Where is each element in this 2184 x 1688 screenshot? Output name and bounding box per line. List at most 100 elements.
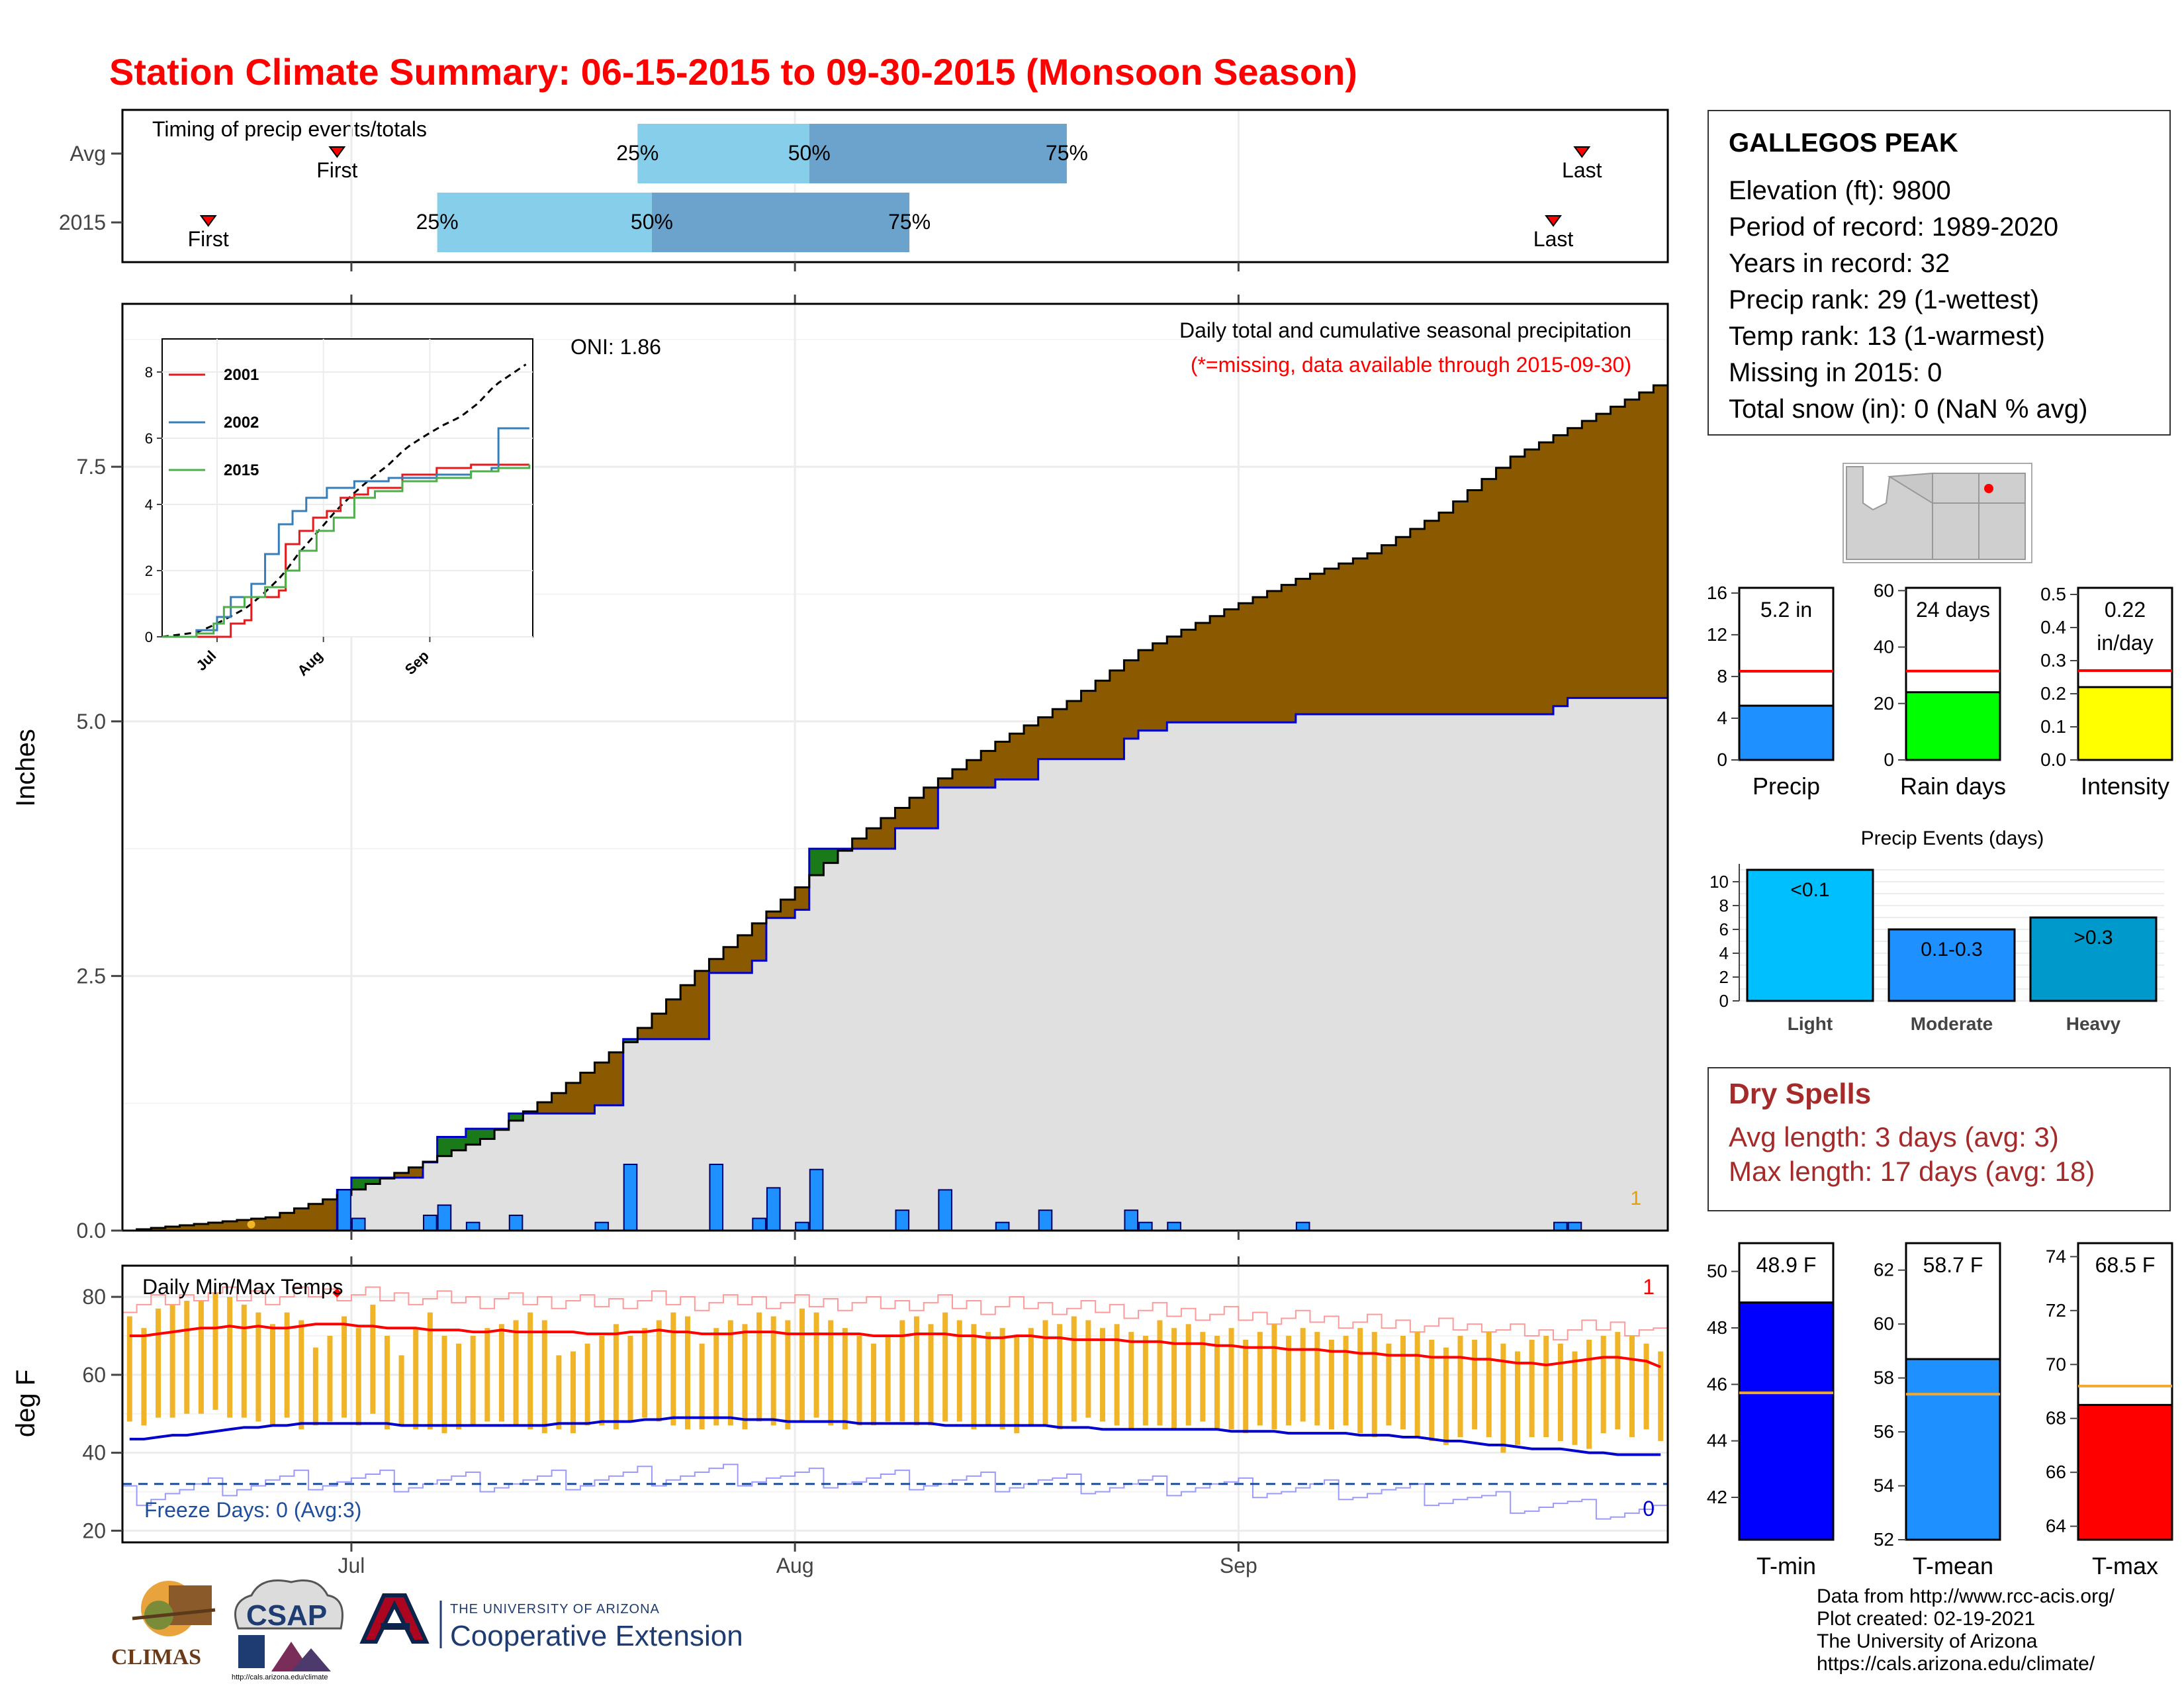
- precip-cumulative-areas: [122, 384, 1668, 1232]
- daily-precip-bar: [1567, 1221, 1582, 1231]
- temp-title: Daily Min/Max Temps: [142, 1275, 343, 1299]
- inset-normal-line: [161, 363, 527, 638]
- precip-events-title: Precip Events (days): [1861, 827, 2044, 849]
- credit-line: The University of Arizona: [1817, 1630, 2038, 1652]
- mini-chart-y-tick-label: 40: [1874, 637, 1894, 657]
- below-normal-fill: [1653, 385, 1668, 698]
- below-normal-fill: [1095, 680, 1111, 759]
- mini-chart-value-bar: [2077, 1403, 2173, 1541]
- precip-corner-count: 1: [1630, 1188, 1641, 1209]
- below-normal-fill: [1081, 690, 1096, 759]
- first-rain-marker-icon: [247, 1220, 255, 1229]
- daily-precip-bar: [895, 1209, 910, 1231]
- daily-precip-bar: [1295, 1221, 1310, 1231]
- ua-extension-wordmark: THE UNIVERSITY OF ARIZONA Cooperative Ex…: [450, 1602, 743, 1653]
- daily-temp-range-bar: [255, 1312, 261, 1422]
- daily-temp-range-bar: [198, 1300, 204, 1414]
- below-normal-fill: [580, 1072, 595, 1114]
- daily-temp-range-bar: [1271, 1324, 1277, 1430]
- precip-event-bar-label: 0.1-0.3: [1921, 939, 1982, 961]
- mini-chart-y-tick-label: 46: [1707, 1374, 1727, 1394]
- daily-temp-range-bar: [1643, 1343, 1649, 1430]
- daily-precip-bar: [1167, 1221, 1181, 1231]
- inset-legend-label: 2015: [224, 461, 259, 479]
- mini-chart-category-label: Precip: [1752, 773, 1820, 800]
- below-normal-fill: [1181, 630, 1197, 723]
- daily-temp-range-bar: [1228, 1328, 1234, 1430]
- daily-temp-range-bar: [727, 1320, 733, 1426]
- x-tick-label: Aug: [776, 1554, 814, 1577]
- temp-y-axis: 20 40 60 80: [82, 1285, 122, 1542]
- inset-y-tick-label: 0: [145, 629, 153, 645]
- daily-temp-range-bar: [627, 1335, 633, 1422]
- daily-temp-range-bar: [656, 1320, 662, 1422]
- daily-precip-bar: [995, 1221, 1010, 1231]
- first-event-label: First: [316, 158, 357, 182]
- daily-temp-range-bar: [1257, 1332, 1263, 1426]
- below-normal-fill: [1124, 660, 1139, 739]
- daily-temp-range-bar: [813, 1312, 819, 1418]
- min-record-count: 0: [1643, 1497, 1655, 1521]
- below-normal-fill: [637, 1027, 653, 1039]
- below-normal-fill: [194, 1224, 209, 1231]
- x-tick-label: Sep: [1220, 1554, 1257, 1577]
- observed-cumulative-line: [122, 696, 1668, 1232]
- daily-temp-range-bar: [541, 1320, 547, 1434]
- below-normal-fill: [1138, 650, 1154, 731]
- daily-temp-range-bar: [1042, 1320, 1048, 1426]
- page-title: Station Climate Summary: 06-15-2015 to 0…: [109, 51, 1357, 93]
- daily-temp-range-bar: [1328, 1339, 1334, 1430]
- mini-chart-y-tick-label: 66: [2046, 1462, 2066, 1482]
- cooperative-extension-name: Cooperative Extension: [450, 1620, 743, 1652]
- below-normal-fill: [766, 911, 782, 918]
- below-normal-fill: [1453, 501, 1468, 714]
- below-normal-fill: [723, 947, 739, 973]
- below-normal-fill: [780, 900, 796, 918]
- mini-chart-y-tick-label: 74: [2046, 1246, 2066, 1266]
- below-normal-fill: [1596, 414, 1612, 698]
- mini-chart-y-tick-label: 54: [1874, 1476, 1894, 1496]
- quartile-label: 25%: [416, 210, 459, 234]
- below-normal-fill: [909, 798, 925, 829]
- daily-temp-range-bar: [570, 1351, 576, 1434]
- events-y-tick-label: 4: [1719, 943, 1729, 963]
- y-tick-label: 7.5: [77, 455, 106, 479]
- y-tick-label: 20: [82, 1519, 106, 1542]
- below-normal-fill: [594, 1062, 610, 1105]
- mini-chart-y-tick-label: 42: [1707, 1487, 1727, 1507]
- below-normal-fill: [752, 923, 767, 961]
- below-normal-fill: [1510, 456, 1525, 714]
- mini-chart-y-tick-label: 20: [1874, 693, 1894, 714]
- inset-y-tick-label: 8: [145, 364, 153, 381]
- daily-temp-range-bar: [398, 1355, 404, 1426]
- daily-temp-range-bar: [427, 1312, 433, 1430]
- mini-chart-y-tick-label: 48: [1707, 1317, 1727, 1338]
- above-normal-fill: [451, 1137, 467, 1150]
- below-normal-fill: [1295, 579, 1310, 714]
- mini-chart-value-label: 0.22: [2105, 598, 2146, 622]
- daily-precip-bar: [423, 1214, 437, 1232]
- daily-temp-range-bar: [1443, 1347, 1449, 1445]
- daily-temp-range-bar: [1414, 1332, 1420, 1438]
- mini-chart-y-tick-label: 44: [1707, 1430, 1727, 1451]
- mini-chart-y-tick-label: 12: [1707, 624, 1727, 645]
- y-tick-label: 80: [82, 1285, 106, 1309]
- mini-chart-value-bar: [1905, 691, 2001, 761]
- station-period: Period of record: 1989-2020: [1729, 212, 2059, 242]
- below-normal-fill: [265, 1217, 281, 1231]
- temp-bar-t-min: 48.9 F 42 44 46 48 50 T-min: [1707, 1242, 1835, 1579]
- event-marker-icon: [1545, 215, 1563, 227]
- mini-chart-category-label: T-mean: [1913, 1552, 1993, 1579]
- daily-temp-range-bar: [241, 1304, 247, 1418]
- below-normal-fill: [666, 999, 681, 1039]
- date-x-axis: Jul Aug Sep: [338, 1231, 1257, 1577]
- mini-chart-value-label: 48.9 F: [1756, 1253, 1817, 1277]
- missing-data-note: (*=missing, data available through 2015-…: [1191, 353, 1631, 377]
- daily-temp-range-bar: [527, 1312, 533, 1430]
- credit-line: Plot created: 02-19-2021: [1817, 1608, 2036, 1630]
- daily-precip-bar: [709, 1164, 724, 1231]
- mini-chart-y-tick-label: 0: [1717, 749, 1727, 770]
- daily-temp-range-bar: [270, 1324, 276, 1426]
- below-normal-fill: [795, 887, 810, 910]
- event-marker-icon: [328, 146, 346, 158]
